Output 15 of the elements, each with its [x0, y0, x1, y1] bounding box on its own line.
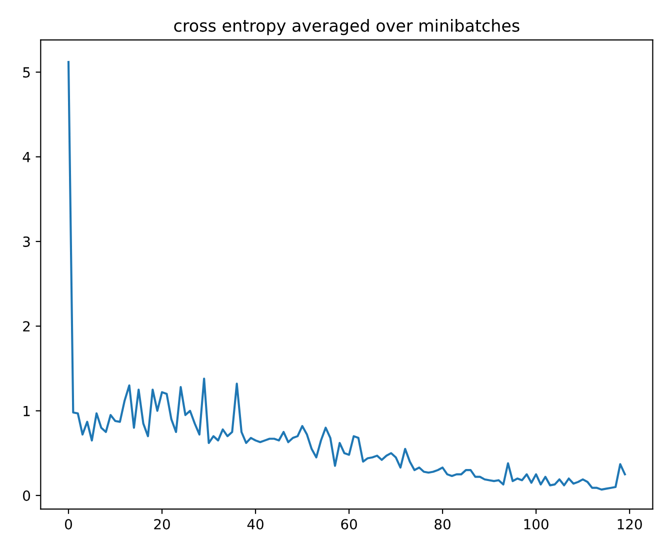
x-tick-label: 20	[154, 518, 170, 530]
y-tick-label: 3	[23, 236, 30, 247]
y-tick-label: 4	[22, 152, 30, 162]
x-tick-label: 60	[341, 518, 357, 530]
x-tick-label: 40	[247, 518, 264, 530]
y-tick-label: 2	[23, 321, 30, 332]
chart-title: cross entropy averaged over minibatches	[174, 18, 520, 36]
y-tick-label: 0	[23, 490, 30, 501]
x-tick-label: 0	[64, 518, 72, 530]
y-tick-label: 5	[23, 67, 30, 78]
line-series	[67, 60, 626, 491]
x-tick-label: 100	[524, 518, 548, 530]
x-tick-label: 80	[434, 518, 450, 530]
y-tick-label: 1	[24, 406, 30, 416]
x-tick-label: 120	[618, 518, 642, 530]
